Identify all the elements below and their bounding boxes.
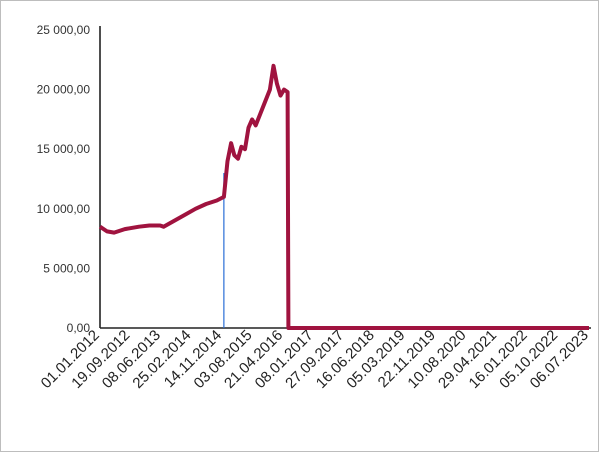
y-tick-label: 20 000,00	[37, 83, 91, 97]
y-tick-label: 0,00	[67, 321, 91, 335]
y-tick-label: 10 000,00	[37, 202, 91, 216]
y-tick-label: 15 000,00	[37, 142, 91, 156]
series-line	[98, 63, 589, 330]
x-tick-labels: 01.01.201219.09.201208.06.201325.02.2014…	[38, 327, 592, 392]
y-tick-label: 25 000,00	[37, 23, 91, 37]
y-tick-labels: 0,00 5 000,00 10 000,00 15 000,00 20 000,00 2…	[37, 23, 91, 335]
y-tick-label: 5 000,00	[43, 261, 90, 275]
series-group	[98, 63, 589, 330]
